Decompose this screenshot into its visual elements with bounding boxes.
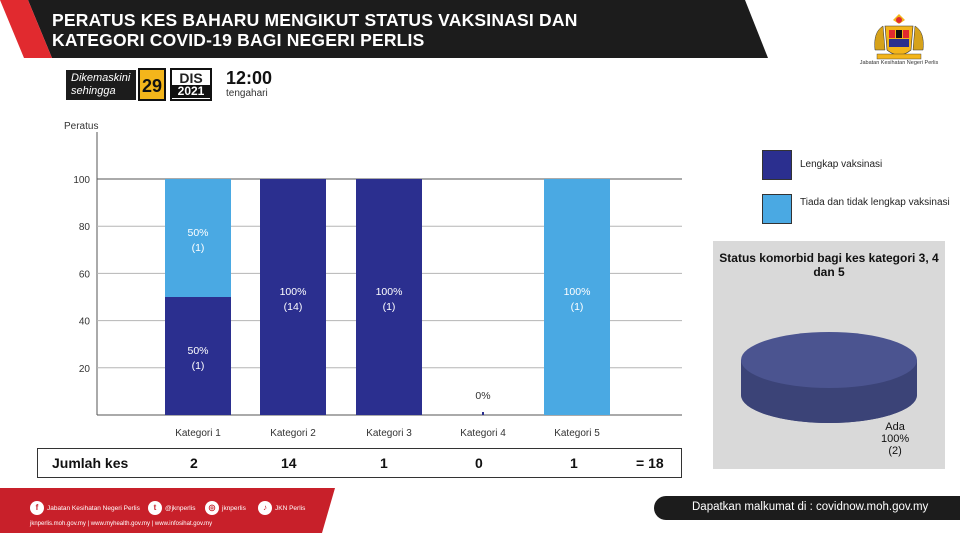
instagram-link[interactable]: ◎ jknperlis bbox=[205, 501, 246, 515]
y-axis-label: Peratus bbox=[64, 121, 98, 132]
chart-legend: Lengkap vaksinasi Tiada dan tidak lengka… bbox=[762, 150, 952, 238]
bar-1-series-2 bbox=[165, 179, 231, 297]
total-sum: = 18 bbox=[636, 455, 664, 471]
x-tick-label-4: Kategori 4 bbox=[460, 428, 506, 439]
title-banner: PERATUS KES BAHARU MENGIKUT STATUS VAKSI… bbox=[0, 0, 768, 58]
page-title: PERATUS KES BAHARU MENGIKUT STATUS VAKSI… bbox=[52, 10, 578, 50]
totals-row: Jumlah kes 2 14 1 0 1 = 18 bbox=[37, 448, 682, 478]
agency-name: Jabatan Kesihatan Negeri Perlis bbox=[859, 60, 939, 66]
legend-label-tiada: Tiada dan tidak lengkap vaksinasi bbox=[800, 197, 950, 208]
info-banner: Dapatkan malkumat di : covidnow.moh.gov.… bbox=[654, 496, 960, 520]
tiktok-icon: ♪ bbox=[258, 501, 272, 515]
total-kategori-3: 1 bbox=[380, 455, 388, 471]
footer-red-shape bbox=[0, 488, 335, 533]
bar-3-series-1 bbox=[356, 179, 422, 415]
data-label-5-series-2: 100% bbox=[564, 286, 591, 298]
totals-label: Jumlah kes bbox=[52, 455, 129, 471]
data-count-5-series-2: (1) bbox=[571, 301, 584, 313]
data-count-1-series-2: (1) bbox=[192, 242, 205, 254]
total-kategori-1: 2 bbox=[190, 455, 198, 471]
updated-label-line-1: Dikemaskini bbox=[71, 72, 131, 84]
updated-label: Dikemaskini sehingga bbox=[66, 70, 136, 100]
data-count-2-series-1: (14) bbox=[284, 301, 303, 313]
footer-social: f Jabatan Kesihatan Negeri Perlis t @jkn… bbox=[0, 488, 348, 533]
updated-month: DIS bbox=[179, 70, 203, 86]
legend-item-lengkap: Lengkap vaksinasi bbox=[762, 150, 952, 190]
total-kategori-2: 14 bbox=[281, 455, 297, 471]
facebook-label: Jabatan Kesihatan Negeri Perlis bbox=[47, 504, 140, 512]
y-tick-label-100: 100 bbox=[73, 175, 90, 186]
x-tick-label-1: Kategori 1 bbox=[175, 428, 221, 439]
data-count-3-series-1: (1) bbox=[383, 301, 396, 313]
y-tick-label-80: 80 bbox=[79, 222, 91, 233]
y-tick-label-20: 20 bbox=[79, 364, 91, 375]
instagram-label: jknperlis bbox=[222, 504, 246, 512]
updated-period: tengahari bbox=[226, 88, 268, 99]
total-kategori-5: 1 bbox=[570, 455, 578, 471]
twitter-link[interactable]: t @jknperlis bbox=[148, 501, 195, 515]
total-kategori-4: 0 bbox=[475, 455, 483, 471]
pie-label-count: (2) bbox=[888, 445, 902, 457]
comorbid-title: Status komorbid bagi kes kategori 3, 4 d… bbox=[719, 251, 939, 279]
bar-chart: Peratus 20 40 60 80 100 50% (1) 50% (1) Kategori 1… bbox=[64, 121, 682, 439]
data-label-1-series-2: 50% bbox=[187, 227, 208, 239]
legend-swatch-tiada bbox=[762, 194, 792, 224]
pie-label: Ada 100% (2) bbox=[881, 421, 909, 457]
data-label-3-series-1: 100% bbox=[376, 286, 403, 298]
comorbid-pie bbox=[741, 332, 917, 423]
tiktok-link[interactable]: ♪ JKN Perlis bbox=[258, 501, 305, 515]
legend-label-lengkap: Lengkap vaksinasi bbox=[800, 159, 883, 170]
title-banner-shape bbox=[0, 0, 768, 58]
pie-label-name: Ada bbox=[885, 421, 905, 433]
y-tick-label-40: 40 bbox=[79, 317, 91, 328]
title-line-1: PERATUS KES BAHARU MENGIKUT STATUS VAKSI… bbox=[52, 10, 578, 30]
data-label-4-series-1: 0% bbox=[475, 390, 490, 402]
y-tick-label-60: 60 bbox=[79, 269, 91, 280]
legend-swatch-lengkap bbox=[762, 150, 792, 180]
bar-4-zero bbox=[482, 412, 484, 415]
bar-1-series-1 bbox=[165, 297, 231, 415]
data-label-2-series-1: 100% bbox=[280, 286, 307, 298]
legend-item-tiada: Tiada dan tidak lengkap vaksinasi bbox=[762, 194, 952, 234]
updated-day: 29 bbox=[138, 68, 166, 101]
tiktok-label: JKN Perlis bbox=[275, 504, 306, 512]
comorbid-panel: Status komorbid bagi kes kategori 3, 4 d… bbox=[713, 241, 945, 469]
updated-label-line-2: sehingga bbox=[71, 85, 116, 97]
data-label-1-series-1: 50% bbox=[187, 345, 208, 357]
twitter-label: @jknperlis bbox=[165, 504, 196, 512]
x-tick-label-5: Kategori 5 bbox=[554, 428, 600, 439]
x-tick-label-3: Kategori 3 bbox=[366, 428, 412, 439]
footer-links[interactable]: jknperlis.moh.gov.my | www.myhealth.gov.… bbox=[30, 521, 213, 527]
title-line-2: KATEGORI COVID-19 BAGI NEGERI PERLIS bbox=[52, 30, 425, 50]
x-tick-label-2: Kategori 2 bbox=[270, 428, 316, 439]
bar-5-series-2 bbox=[544, 179, 610, 415]
facebook-icon: f bbox=[30, 501, 44, 515]
pie-slice-ada bbox=[741, 332, 917, 388]
coat-of-arms-icon bbox=[874, 14, 924, 60]
updated-time: 12:00 bbox=[226, 68, 273, 88]
updated-year: 2021 bbox=[172, 85, 210, 98]
updated-month-year: DIS 2021 bbox=[170, 68, 212, 101]
twitter-icon: t bbox=[148, 501, 162, 515]
instagram-icon: ◎ bbox=[205, 501, 219, 515]
facebook-link[interactable]: f Jabatan Kesihatan Negeri Perlis bbox=[30, 501, 140, 515]
data-count-1-series-1: (1) bbox=[192, 360, 205, 372]
pie-label-percent: 100% bbox=[881, 433, 910, 445]
bar-2-series-1 bbox=[260, 179, 326, 415]
